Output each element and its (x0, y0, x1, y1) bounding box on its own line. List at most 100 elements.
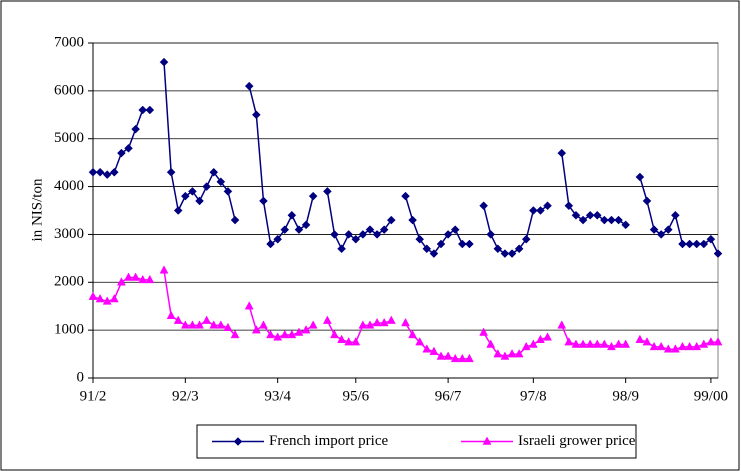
data-point (124, 143, 133, 153)
data-point (450, 353, 460, 363)
data-point (457, 239, 467, 249)
data-point (330, 329, 339, 339)
data-point (287, 329, 297, 339)
data-point (145, 274, 155, 284)
data-point (642, 337, 652, 346)
data-point (372, 317, 382, 327)
data-point (223, 187, 233, 196)
data-point (571, 210, 581, 220)
data-point (166, 167, 176, 177)
y-tick-label: 7000 (54, 34, 84, 50)
data-point (266, 329, 275, 339)
data-point (415, 234, 425, 244)
data-point (493, 349, 503, 358)
data-point (209, 167, 219, 177)
legend-label: Israeli grower price (518, 433, 636, 449)
data-point (308, 191, 318, 201)
data-point (337, 244, 346, 254)
data-point (706, 337, 716, 346)
legend-box (196, 424, 637, 459)
data-point (585, 339, 595, 348)
data-point (465, 353, 474, 363)
data-point (507, 249, 517, 258)
data-point (692, 239, 702, 249)
data-point (621, 339, 631, 348)
data-point (259, 196, 268, 206)
y-tick-label: 6000 (54, 82, 84, 98)
data-point (188, 320, 197, 329)
data-point (280, 329, 290, 339)
data-point (436, 351, 446, 360)
data-point (116, 277, 126, 286)
data-point (202, 182, 211, 191)
data-point (670, 344, 680, 353)
data-point (308, 320, 318, 329)
data-point (351, 337, 361, 346)
data-point (557, 148, 567, 158)
data-point (230, 329, 240, 339)
y-tick-label: 0 (77, 369, 85, 385)
data-point (344, 230, 354, 239)
data-point (124, 272, 133, 281)
data-point (649, 341, 659, 351)
data-point (138, 105, 148, 115)
data-point (209, 320, 219, 329)
data-point (479, 201, 488, 211)
data-point (323, 187, 332, 196)
data-point (706, 234, 716, 244)
data-point (649, 225, 659, 234)
data-point (408, 215, 417, 225)
data-point (536, 334, 545, 343)
data-point (95, 167, 105, 177)
data-point (621, 220, 631, 230)
y-tick-label: 1000 (54, 322, 84, 338)
data-point (536, 206, 545, 215)
data-point (330, 230, 339, 239)
data-point (173, 206, 183, 215)
data-point (699, 239, 709, 249)
data-point (280, 225, 290, 234)
data-point (401, 191, 410, 201)
data-point (386, 315, 396, 324)
data-point (500, 351, 510, 360)
x-tick-label: 99/00 (694, 388, 728, 404)
data-point (173, 315, 183, 324)
data-point (557, 320, 567, 329)
data-point (273, 332, 283, 341)
data-point (635, 334, 645, 343)
data-point (230, 215, 240, 225)
data-point (514, 349, 524, 358)
legend-marker (233, 437, 243, 446)
data-point (365, 320, 375, 329)
data-point (102, 170, 112, 179)
data-point (301, 325, 311, 334)
data-point (109, 167, 119, 177)
data-point (131, 272, 141, 281)
y-tick-label: 5000 (54, 130, 84, 146)
data-point (493, 244, 503, 254)
data-point (465, 239, 474, 249)
data-point (422, 244, 432, 254)
data-point (450, 225, 460, 234)
data-point (607, 215, 616, 225)
y-tick-label: 2000 (54, 274, 84, 290)
data-point (685, 239, 694, 249)
y-tick-label: 4000 (54, 178, 84, 194)
data-point (457, 353, 467, 363)
data-point (614, 339, 623, 348)
data-point (543, 332, 552, 341)
data-point (600, 215, 609, 225)
x-tick-label: 96/7 (435, 388, 462, 404)
data-point (88, 167, 98, 177)
data-point (358, 320, 368, 329)
data-point (379, 225, 389, 234)
data-point (379, 317, 389, 327)
data-point (642, 196, 652, 206)
data-point (358, 230, 368, 239)
data-point (564, 201, 574, 211)
data-point (365, 225, 375, 234)
data-point (479, 327, 489, 336)
x-tick-label: 98/9 (612, 388, 639, 404)
data-point (685, 341, 695, 351)
